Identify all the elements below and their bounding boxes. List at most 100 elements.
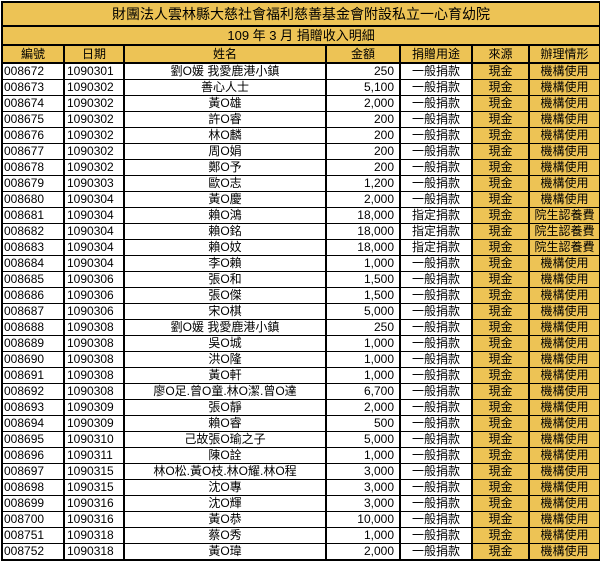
cell-date: 1090304 <box>63 239 125 256</box>
cell-id: 008686 <box>1 287 65 304</box>
cell-purpose: 一般捐款 <box>399 335 473 352</box>
cell-amount: 200 <box>325 127 401 144</box>
cell-handling: 機構使用 <box>527 463 600 480</box>
cell-purpose: 一般捐款 <box>399 175 473 192</box>
cell-id: 008678 <box>1 159 65 176</box>
cell-name: 廖O足.曾O童.林O潔.曾O達 <box>123 383 327 400</box>
cell-id: 008751 <box>1 527 65 544</box>
table-row: 008683 1090304 賴O妏 18,000 指定捐款 現金 院生認養費 <box>1 239 600 256</box>
cell-name: 賴O睿 <box>123 415 327 432</box>
table-row: 008672 1090301 劉O媛 我愛鹿港小鎮 250 一般捐款 現金 機構使用 <box>1 62 600 80</box>
header-row: 編號 日期 姓名 金額 捐贈用途 來源 辦理情形 <box>1 44 600 64</box>
cell-purpose: 一般捐款 <box>399 543 473 561</box>
cell-source: 現金 <box>471 495 530 512</box>
table-row: 008679 1090303 歐O志 1,200 一般捐款 現金 機構使用 <box>1 175 600 192</box>
cell-amount: 1,500 <box>325 271 401 288</box>
cell-handling: 機構使用 <box>527 367 600 384</box>
cell-purpose: 一般捐款 <box>399 415 473 432</box>
cell-id: 008680 <box>1 191 65 208</box>
cell-source: 現金 <box>471 319 530 336</box>
cell-date: 1090302 <box>63 143 125 160</box>
cell-purpose: 一般捐款 <box>399 399 473 416</box>
cell-date: 1090304 <box>63 223 125 240</box>
cell-date: 1090308 <box>63 335 125 352</box>
cell-amount: 1,000 <box>325 351 401 368</box>
cell-name: 吳O城 <box>123 335 327 352</box>
cell-purpose: 指定捐款 <box>399 239 473 256</box>
cell-purpose: 一般捐款 <box>399 287 473 304</box>
cell-date: 1090302 <box>63 127 125 144</box>
cell-id: 008689 <box>1 335 65 352</box>
cell-amount: 1,200 <box>325 175 401 192</box>
cell-id: 008677 <box>1 143 65 160</box>
cell-id: 008695 <box>1 431 65 448</box>
cell-source: 現金 <box>471 527 530 544</box>
cell-handling: 機構使用 <box>527 191 600 208</box>
cell-id: 008694 <box>1 415 65 432</box>
table-row: 008692 1090308 廖O足.曾O童.林O潔.曾O達 6,700 一般捐款 現金機… <box>1 383 600 400</box>
cell-name: 劉O媛 我愛鹿港小鎮 <box>123 62 327 80</box>
table-row: 008675 1090302 許O睿 200 一般捐款 現金 機構使用 <box>1 111 600 128</box>
cell-source: 現金 <box>471 111 530 128</box>
cell-date: 1090304 <box>63 207 125 224</box>
page-title: 財團法人雲林縣大慈社會福利慈善基金會附設私立一心育幼院 <box>0 1 600 27</box>
cell-amount: 3,000 <box>325 463 401 480</box>
cell-name: 林O麟 <box>123 127 327 144</box>
cell-amount: 2,000 <box>325 543 401 561</box>
cell-name: 賴O鴻 <box>123 207 327 224</box>
table-row: 008696 1090311 陳O詮 1,000 一般捐款 現金 機構使用 <box>1 447 600 464</box>
cell-handling: 機構使用 <box>527 127 600 144</box>
cell-purpose: 指定捐款 <box>399 223 473 240</box>
cell-date: 1090311 <box>63 447 125 464</box>
cell-source: 現金 <box>471 543 530 561</box>
cell-amount: 18,000 <box>325 207 401 224</box>
cell-handling: 機構使用 <box>527 431 600 448</box>
title-row: 財團法人雲林縣大慈社會福利慈善基金會附設私立一心育幼院 <box>0 1 600 27</box>
cell-amount: 6,700 <box>325 383 401 400</box>
cell-name: 歐O志 <box>123 175 327 192</box>
cell-id: 008752 <box>1 543 65 561</box>
cell-name: 善心人士 <box>123 79 327 96</box>
cell-name: 宋O棋 <box>123 303 327 320</box>
cell-date: 1090302 <box>63 111 125 128</box>
cell-purpose: 一般捐款 <box>399 62 473 80</box>
cell-id: 008693 <box>1 399 65 416</box>
cell-date: 1090315 <box>63 463 125 480</box>
cell-amount: 200 <box>325 111 401 128</box>
column-header-id: 編號 <box>1 44 65 64</box>
cell-date: 1090301 <box>63 62 125 80</box>
cell-handling: 機構使用 <box>527 399 600 416</box>
cell-name: 李O賴 <box>123 255 327 272</box>
cell-date: 1090303 <box>63 175 125 192</box>
cell-date: 1090306 <box>63 271 125 288</box>
cell-id: 008684 <box>1 255 65 272</box>
cell-source: 現金 <box>471 287 530 304</box>
cell-handling: 機構使用 <box>527 479 600 496</box>
cell-name: 黃O軒 <box>123 367 327 384</box>
cell-id: 008672 <box>1 62 65 80</box>
cell-source: 現金 <box>471 431 530 448</box>
cell-source: 現金 <box>471 143 530 160</box>
cell-id: 008690 <box>1 351 65 368</box>
cell-purpose: 一般捐款 <box>399 479 473 496</box>
cell-source: 現金 <box>471 351 530 368</box>
table-row: 008752 1090318 黃O瑋 2,000 一般捐款 現金 機構使用 <box>1 543 600 561</box>
cell-amount: 1,000 <box>325 367 401 384</box>
table-row: 008688 1090308 劉O媛 我愛鹿港小鎮 250 一般捐款 現金 機構使用 <box>1 319 600 336</box>
cell-source: 現金 <box>471 271 530 288</box>
cell-name: 沈O輝 <box>123 495 327 512</box>
cell-source: 現金 <box>471 383 530 400</box>
cell-name: 賴O妏 <box>123 239 327 256</box>
table-row: 008693 1090309 張O靜 2,000 一般捐款 現金 機構使用 <box>1 399 600 416</box>
cell-name: 己故張O瑜之子 <box>123 431 327 448</box>
cell-id: 008700 <box>1 511 65 528</box>
cell-source: 現金 <box>471 447 530 464</box>
cell-source: 現金 <box>471 223 530 240</box>
cell-handling: 機構使用 <box>527 447 600 464</box>
cell-source: 現金 <box>471 95 530 112</box>
column-header-amount: 金額 <box>325 44 401 64</box>
table-row: 008698 1090315 沈O專 3,000 一般捐款 現金 機構使用 <box>1 479 600 496</box>
table-row: 008689 1090308 吳O城 1,000 一般捐款 現金 機構使用 <box>1 335 600 352</box>
cell-amount: 5,000 <box>325 303 401 320</box>
